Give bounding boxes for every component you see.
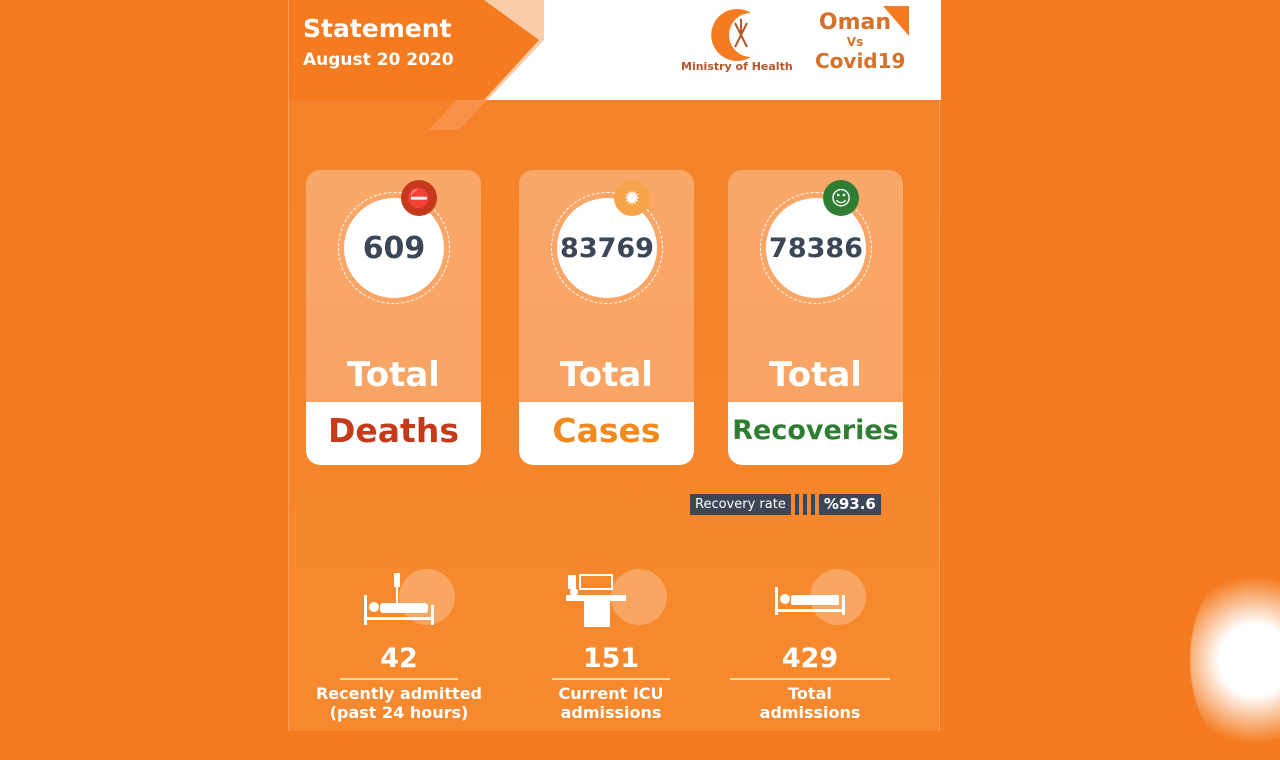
number-ring: 78386: [760, 192, 872, 304]
deaths-number: 609: [344, 198, 444, 298]
icu-label: Current ICU admissions: [558, 684, 664, 722]
campaign-oman: Oman: [818, 10, 892, 35]
infographic: Statement August 20 2020 Ministry of Hea…: [288, 0, 941, 731]
campaign-vs: Vs: [846, 35, 864, 49]
no-entry-icon: ⛔: [401, 180, 437, 216]
total-label: Total: [769, 355, 862, 395]
stat-total-admissions: 429 Total admissions: [725, 565, 895, 722]
recovery-rate-label: Recovery rate: [690, 494, 791, 515]
divider: [802, 494, 807, 515]
campaign-logo: Oman Vs Covid19: [815, 10, 906, 73]
deaths-label: Deaths: [306, 402, 481, 465]
divider: [794, 494, 799, 515]
title: Statement: [303, 14, 452, 43]
recovery-rate-value: %93.6: [818, 494, 881, 515]
stat-recent-admissions: 42 Recently admitted (past 24 hours): [314, 565, 484, 722]
hospital-bed-iv-icon: [364, 573, 434, 625]
recovered-person-icon: ☺: [823, 180, 859, 216]
date: August 20 2020: [303, 50, 454, 70]
campaign-covid: Covid19: [815, 49, 906, 73]
hospital-bed-icon: [775, 587, 845, 615]
icu-number: 151: [582, 643, 640, 674]
cases-number: 83769: [557, 198, 657, 298]
ministry-name: Ministry of Health: [681, 60, 793, 73]
recoveries-label: Recoveries: [728, 402, 903, 465]
number-ring: 83769: [551, 192, 663, 304]
virus-icon: ✹: [614, 180, 650, 216]
recovery-rate: Recovery rate %93.6: [690, 494, 881, 515]
cases-label: Cases: [519, 402, 694, 465]
recoveries-number: 78386: [766, 198, 866, 298]
total-label: Total: [560, 355, 653, 395]
recent-admissions-number: 42: [380, 643, 418, 674]
stat-icu: 151 Current ICU admissions: [526, 565, 696, 722]
header: Statement August 20 2020 Ministry of Hea…: [289, 0, 941, 130]
card-recoveries: 78386 ☺ Total Recoveries: [728, 170, 903, 465]
total-admissions-number: 429: [781, 643, 839, 674]
total-label: Total: [347, 355, 440, 395]
icu-bed-icon: [566, 574, 626, 627]
total-admissions-label: Total admissions: [759, 684, 861, 722]
card-cases: 83769 ✹ Total Cases: [519, 170, 694, 465]
light-glare: [1190, 560, 1280, 760]
number-ring: 609: [338, 192, 450, 304]
recent-admissions-label: Recently admitted (past 24 hours): [315, 684, 483, 722]
divider: [810, 494, 815, 515]
ministry-of-health-logo-icon: [711, 9, 751, 62]
title-banner: [289, 0, 539, 100]
card-deaths: 609 ⛔ Total Deaths: [306, 170, 481, 465]
